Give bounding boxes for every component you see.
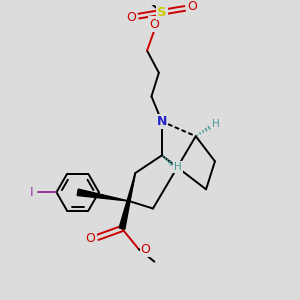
Text: H: H — [212, 119, 220, 129]
Polygon shape — [77, 189, 129, 201]
Text: S: S — [157, 6, 166, 19]
Polygon shape — [119, 173, 135, 229]
Text: O: O — [127, 11, 136, 24]
Text: I: I — [30, 186, 34, 199]
Text: O: O — [86, 232, 96, 245]
Text: O: O — [141, 243, 151, 256]
Text: O: O — [187, 0, 197, 14]
Text: H: H — [175, 162, 182, 172]
Text: N: N — [157, 115, 167, 128]
Text: O: O — [149, 18, 159, 31]
